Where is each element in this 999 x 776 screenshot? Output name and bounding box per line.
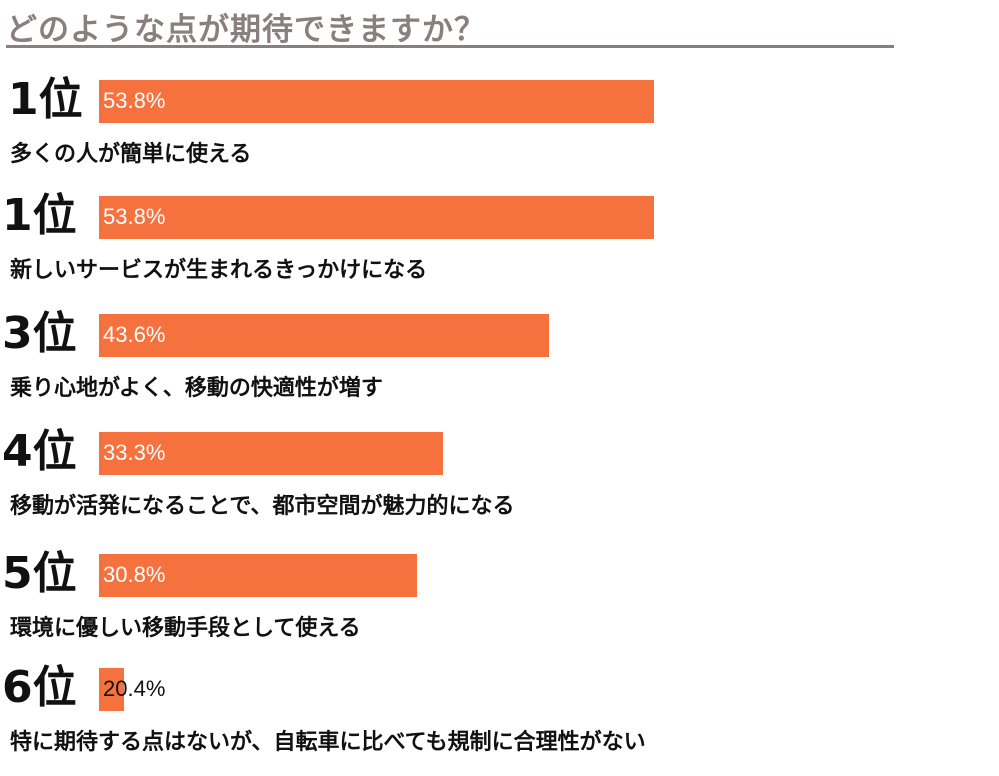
rank-number: 3位 [2,308,77,359]
bar-value-label: 53.8% [103,204,166,229]
rank-number: 1位 [8,74,83,125]
rank-number: 6位 [2,662,77,713]
rank-number: 5位 [2,548,77,599]
bar [99,196,654,239]
bar-track: 53.8% [99,80,654,123]
rank-number: 1位 [2,190,77,241]
bar [99,554,417,597]
bar-value-label: 30.8% [103,562,166,587]
bar [99,80,654,123]
rank-number: 4位 [2,426,77,477]
bar-value-label: 20.4% [103,676,166,701]
bar-value-label: 53.8% [103,88,166,113]
bar-track: 20.4% [99,668,654,711]
bar-track: 33.3% [99,432,654,475]
rank-item-6: 6位 20.4% 特に期待する点はないが、自転車に比べても規制に合理性がない [0,666,999,776]
bar [99,668,124,711]
bar-value-label: 43.6% [103,322,166,347]
item-description: 新しいサービスが生まれるきっかけになる [10,258,428,283]
title-underline [6,45,894,48]
rank-item-3: 3位 43.6% 乗り心地がよく、移動の快適性が増す [0,312,999,422]
page-title: どのような点が期待できますか？ [6,12,486,48]
rank-item-4: 4位 33.3% 移動が活発になることで、都市空間が魅力的になる [0,430,999,540]
bar [99,432,443,475]
item-description: 特に期待する点はないが、自転車に比べても規制に合理性がない [10,730,646,755]
item-description: 移動が活発になることで、都市空間が魅力的になる [10,494,515,519]
bar-track: 53.8% [99,196,654,239]
rank-item-5: 5位 30.8% 環境に優しい移動手段として使える [0,552,999,662]
bar-track: 30.8% [99,554,654,597]
item-description: 乗り心地がよく、移動の快適性が増す [10,376,383,401]
bar [99,314,549,357]
bar-value-label: 33.3% [103,440,166,465]
bar-track: 43.6% [99,314,654,357]
rank-item-2: 1位 53.8% 新しいサービスが生まれるきっかけになる [0,194,999,304]
item-description: 環境に優しい移動手段として使える [10,616,361,641]
rank-item-1: 1位 53.8% 多くの人が簡単に使える [0,78,999,188]
item-description: 多くの人が簡単に使える [10,142,252,167]
